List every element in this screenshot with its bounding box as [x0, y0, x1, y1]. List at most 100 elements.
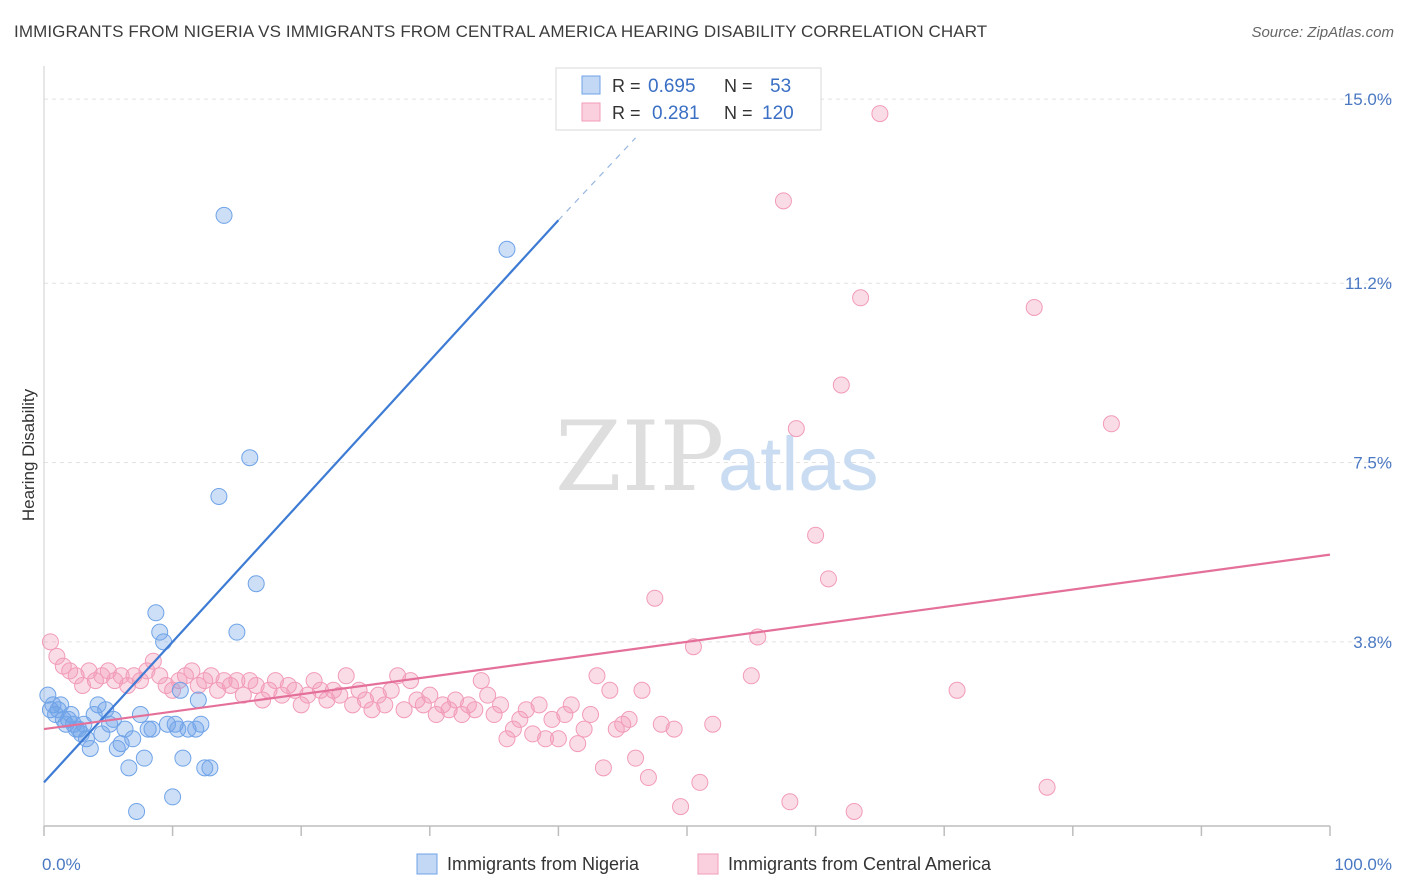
data-point-central-america	[228, 672, 246, 690]
data-point-nigeria	[498, 240, 516, 258]
data-point-central-america	[530, 696, 548, 714]
data-point-central-america	[594, 759, 612, 777]
legend-swatch-central-america	[581, 102, 601, 122]
chart-title: IMMIGRANTS FROM NIGERIA VS IMMIGRANTS FR…	[14, 22, 988, 41]
legend-r-label-central-america: R =	[612, 103, 641, 123]
data-point-central-america	[575, 720, 593, 738]
legend-n-label-nigeria: N =	[724, 76, 753, 96]
data-point-central-america	[562, 696, 580, 714]
data-point-central-america	[492, 696, 510, 714]
data-point-nigeria	[189, 691, 207, 709]
data-point-nigeria	[164, 788, 182, 806]
data-point-central-america	[453, 706, 471, 724]
data-point-central-america	[1038, 778, 1056, 796]
data-point-central-america	[266, 672, 284, 690]
data-point-central-america	[427, 706, 445, 724]
data-point-nigeria	[241, 449, 259, 467]
data-point-central-america	[369, 686, 387, 704]
data-point-central-america	[627, 749, 645, 767]
x-tick-label: 0.0%	[42, 855, 81, 874]
data-point-central-america	[665, 720, 683, 738]
data-point-central-america	[74, 676, 92, 694]
data-point-nigeria	[155, 633, 173, 651]
data-point-central-america	[543, 710, 561, 728]
data-point-central-america	[202, 667, 220, 685]
data-point-central-america	[41, 633, 59, 651]
data-point-central-america	[99, 662, 117, 680]
grid-lines	[44, 98, 1392, 643]
data-point-central-america	[292, 696, 310, 714]
data-point-central-america	[556, 706, 574, 724]
data-point-nigeria	[192, 715, 210, 733]
y-tick-label: 15.0%	[1344, 90, 1392, 109]
data-point-central-america	[871, 105, 889, 123]
data-point-central-america	[549, 730, 567, 748]
data-point-nigeria	[39, 686, 57, 704]
data-point-nigeria	[151, 623, 169, 641]
data-point-central-america	[337, 667, 355, 685]
x-tick-labels: 0.0% 100.0%	[42, 855, 1392, 874]
trend-line-nigeria-extension	[557, 137, 636, 221]
data-point-central-america	[582, 706, 600, 724]
data-point-central-america	[151, 667, 169, 685]
data-point-central-america	[357, 691, 374, 709]
x-tick-label: 100.0%	[1334, 855, 1392, 874]
series-central-america-points	[41, 105, 1120, 820]
data-point-central-america	[80, 662, 98, 680]
data-point-nigeria	[228, 623, 246, 641]
data-point-central-america	[652, 715, 670, 733]
data-point-central-america	[447, 691, 465, 709]
data-point-central-america	[485, 706, 503, 724]
data-point-nigeria	[81, 739, 99, 757]
y-tick-label: 11.2%	[1345, 274, 1392, 293]
data-point-central-america	[472, 672, 490, 690]
legend-n-label-central-america: N =	[724, 103, 753, 123]
data-point-central-america	[684, 638, 702, 656]
data-point-central-america	[376, 696, 394, 714]
data-point-central-america	[498, 730, 516, 748]
bottom-legend-swatch-nigeria	[416, 853, 438, 875]
data-point-central-america	[845, 802, 863, 820]
legend-r-value-nigeria: 0.695	[648, 76, 696, 97]
series-nigeria-points	[39, 206, 516, 820]
data-point-central-america	[67, 667, 85, 685]
data-point-central-america	[646, 589, 664, 607]
data-point-central-america	[524, 725, 542, 743]
data-point-central-america	[479, 686, 497, 704]
data-point-central-america	[807, 526, 825, 544]
y-tick-label: 7.5%	[1353, 454, 1392, 473]
data-point-central-america	[517, 701, 535, 719]
legend-r-value-central-america: 0.281	[652, 103, 700, 124]
data-point-central-america	[119, 676, 137, 694]
data-point-central-america	[537, 730, 555, 748]
data-point-nigeria	[196, 759, 214, 777]
data-point-central-america	[344, 696, 362, 714]
y-tick-labels: 3.8% 7.5% 11.2% 15.0%	[1344, 90, 1392, 652]
data-point-central-america	[1025, 298, 1043, 316]
data-point-central-america	[440, 701, 458, 719]
data-point-nigeria	[247, 575, 265, 593]
data-point-central-america	[466, 701, 484, 719]
trend-lines	[43, 137, 1331, 784]
data-point-central-america	[421, 686, 439, 704]
data-point-central-america	[209, 681, 227, 699]
data-point-nigeria	[201, 759, 219, 777]
y-tick-label: 3.8%	[1353, 633, 1392, 652]
data-point-central-america	[691, 773, 709, 791]
data-point-central-america	[395, 701, 413, 719]
data-point-central-america	[183, 662, 201, 680]
data-point-nigeria	[171, 681, 189, 699]
data-point-nigeria	[135, 749, 153, 767]
source-label: Source: ZipAtlas.com	[1251, 24, 1394, 41]
data-point-central-america	[382, 681, 400, 699]
data-point-central-america	[131, 672, 149, 690]
bottom-legend-swatch-central-america	[697, 853, 719, 875]
data-point-central-america	[948, 681, 966, 699]
data-point-central-america	[639, 769, 657, 787]
trend-line-central-america	[43, 553, 1331, 731]
data-point-central-america	[672, 798, 690, 816]
data-point-central-america	[832, 376, 850, 394]
data-point-central-america	[363, 701, 381, 719]
data-point-central-america	[48, 647, 66, 665]
